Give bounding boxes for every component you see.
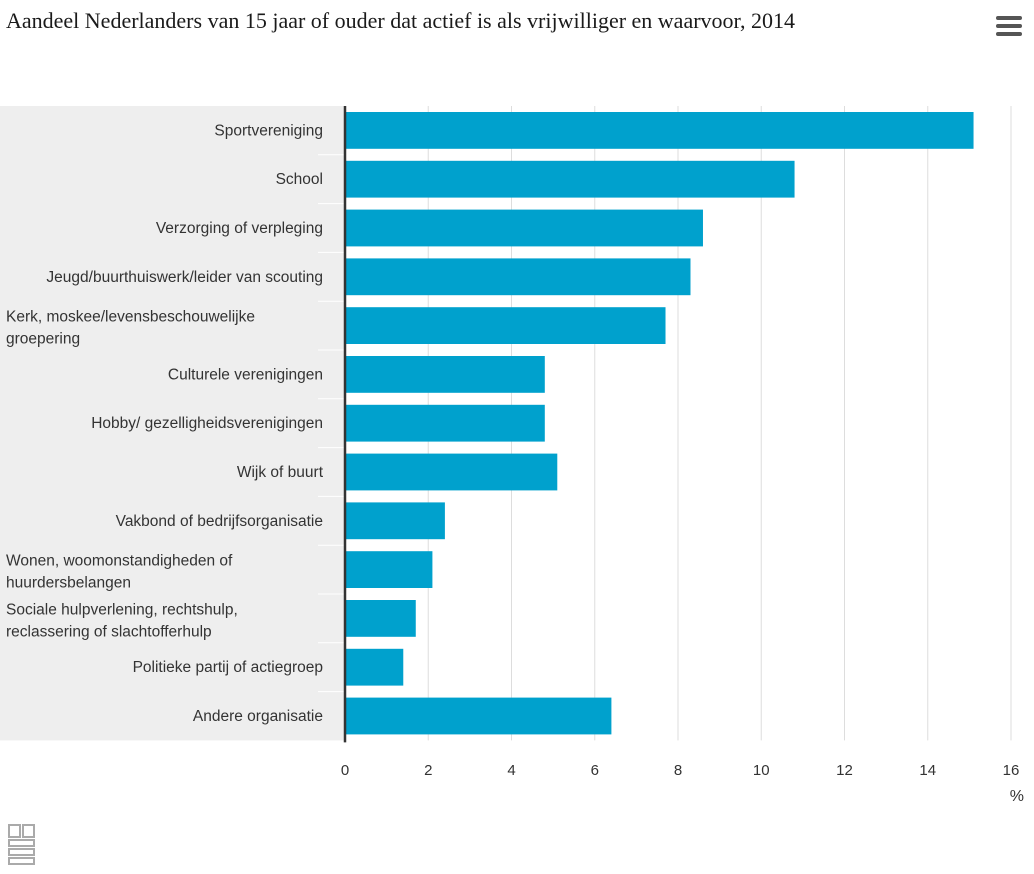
x-tick-label: 12	[836, 762, 853, 779]
bar	[345, 356, 545, 393]
x-tick-label: 4	[507, 762, 515, 779]
menu-line	[996, 32, 1022, 36]
x-axis-label: %	[1010, 788, 1024, 805]
menu-line	[996, 24, 1022, 28]
category-label: Wonen, woomonstandigheden of huurdersbela…	[6, 553, 233, 592]
category-label: Kerk, moskee/levensbeschouwelijke groeper…	[6, 309, 255, 348]
bar	[345, 697, 612, 735]
category-label-band	[0, 106, 345, 741]
category-label: Sociale hulpverlening, rechtshulp, reclas…	[6, 601, 238, 640]
category-label: Andere organisatie	[193, 708, 323, 725]
category-label: Culturele verenigingen	[168, 366, 323, 383]
bar	[345, 404, 545, 442]
category-label: Verzorging of verpleging	[156, 220, 323, 237]
bar	[345, 307, 666, 344]
chart-title: Aandeel Nederlanders van 15 jaar of oude…	[6, 8, 795, 33]
category-label: Sportvereniging	[214, 122, 323, 139]
x-tick-label: 10	[753, 762, 770, 779]
x-tick-label: 6	[591, 762, 599, 779]
bar	[345, 258, 691, 296]
x-tick-label: 8	[674, 762, 682, 779]
cbs-logo-icon	[8, 824, 35, 865]
x-tick-label: 16	[1003, 762, 1020, 779]
bar	[345, 453, 558, 491]
bar	[345, 600, 416, 637]
menu-line	[996, 16, 1022, 20]
bar	[345, 160, 795, 198]
category-label: Jeugd/buurthuiswerk/leider van scouting	[46, 269, 323, 286]
bar	[345, 502, 445, 540]
x-tick-label: 2	[424, 762, 432, 779]
category-label: Politieke partij of actiegroep	[133, 659, 323, 676]
bar	[345, 209, 703, 247]
hamburger-menu-icon[interactable]	[996, 16, 1022, 38]
x-tick-label: 0	[341, 762, 349, 779]
category-label: Wijk of buurt	[237, 464, 324, 481]
x-tick-label: 14	[919, 762, 936, 779]
bar	[345, 648, 404, 686]
category-label: School	[276, 171, 323, 188]
bar	[345, 112, 974, 149]
category-label: Hobby/ gezelligheidsverenigingen	[91, 415, 323, 432]
category-label: Vakbond of bedrijfsorganisatie	[116, 513, 323, 530]
bar	[345, 551, 433, 588]
